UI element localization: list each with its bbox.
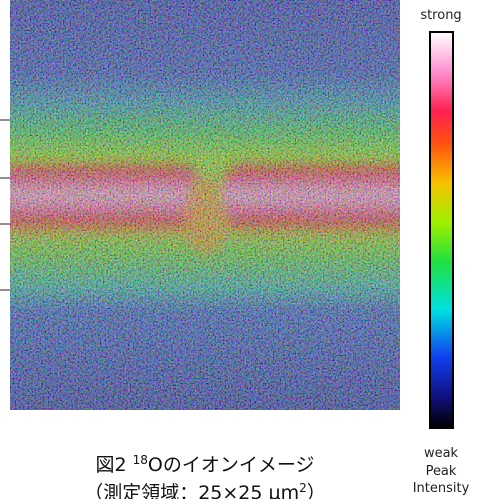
caption-rest: Oのイオンイメージ <box>148 454 315 476</box>
colorbar-title: Intensity <box>413 481 470 496</box>
caption-superscript: 18 <box>133 453 148 467</box>
caption-prefix: 図2 <box>96 454 133 476</box>
subcaption-suffix: ） <box>307 482 326 499</box>
colorbar-title: Peak <box>426 464 457 479</box>
ion-image <box>10 0 400 410</box>
colorbar-top-label: strong <box>420 8 461 23</box>
subcaption: （測定領域：25×25 μm2） <box>84 481 326 499</box>
subcaption-superscript: 2 <box>299 481 307 495</box>
scale-ticks <box>0 119 10 291</box>
colorbar <box>429 31 454 429</box>
colorbar-bottom-label: weak <box>424 446 459 461</box>
caption: 図2 18Oのイオンイメージ <box>96 453 315 476</box>
subcaption-prefix: （測定領域：25×25 μm <box>84 482 299 499</box>
